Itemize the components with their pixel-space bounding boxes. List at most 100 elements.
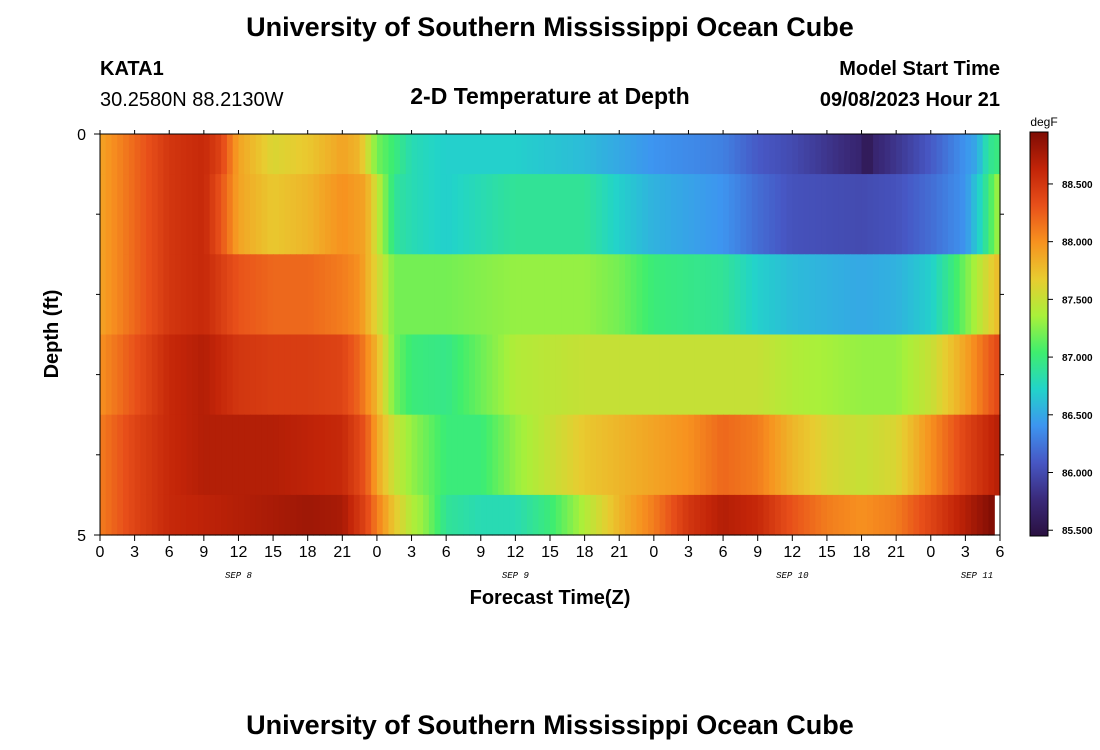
heatmap-cell (694, 494, 701, 536)
heatmap-cell (532, 254, 540, 336)
heatmap-cell (763, 134, 770, 175)
heatmap-cell (930, 414, 938, 496)
heatmap-cell (648, 174, 655, 255)
heatmap-cell (307, 494, 315, 536)
heatmap-cell (186, 254, 193, 336)
heatmap-cell (648, 334, 655, 416)
heatmap-cell (838, 134, 845, 175)
heatmap-cell (192, 334, 199, 416)
heatmap-cell (463, 134, 470, 175)
heatmap-cell (763, 254, 770, 336)
heatmap-cell (423, 494, 430, 536)
heatmap-cell (769, 174, 776, 255)
heatmap-cell (446, 334, 453, 416)
heatmap-cell (336, 494, 343, 536)
heatmap-cell (659, 254, 666, 336)
heatmap-cell (567, 334, 574, 416)
heatmap-cell (913, 174, 920, 255)
heatmap-cell (803, 254, 811, 336)
heatmap-cell (976, 174, 984, 255)
heatmap-cell (463, 494, 470, 536)
heatmap-cell (815, 414, 822, 496)
colorbar-unit: degF (1030, 115, 1057, 129)
heatmap-cell (913, 494, 920, 536)
heatmap-cell (763, 334, 770, 416)
date-label: SEP 9 (502, 571, 530, 581)
heatmap-cell (596, 334, 603, 416)
heatmap-cell (117, 414, 124, 496)
heatmap-cell (388, 414, 395, 496)
heatmap-cell (555, 414, 563, 496)
heatmap-cell (238, 254, 245, 336)
heatmap-cell (688, 334, 695, 416)
heatmap-cell (838, 494, 845, 536)
heatmap-cell (919, 494, 926, 536)
heatmap-cell (682, 494, 690, 536)
heatmap-cell (890, 494, 897, 536)
heatmap-cell (503, 414, 511, 496)
heatmap-cell (942, 254, 949, 336)
heatmap-cell (428, 414, 436, 496)
heatmap-cell (278, 334, 286, 416)
heatmap-cell (400, 254, 407, 336)
heatmap-cell (550, 494, 557, 536)
heatmap-cell (336, 414, 343, 496)
heatmap-cell (446, 254, 453, 336)
x-tick-label: 3 (407, 544, 416, 561)
heatmap-cell (723, 334, 730, 416)
heatmap-cell (607, 134, 615, 175)
heatmap-cell (163, 494, 170, 536)
heatmap-cell (653, 334, 661, 416)
heatmap-cell (498, 174, 505, 255)
heatmap-cell (365, 494, 372, 536)
heatmap-cell (590, 414, 597, 496)
heatmap-cell (400, 174, 407, 255)
heatmap-cell (665, 414, 672, 496)
heatmap-cell (301, 494, 309, 536)
heatmap-cell (388, 174, 395, 255)
heatmap-cell (336, 134, 343, 175)
heatmap-cell (376, 414, 384, 496)
heatmap-cell (446, 414, 453, 496)
heatmap-cell (440, 174, 447, 255)
heatmap-cell (284, 174, 291, 255)
colorbar-tick-label: 88.500 (1062, 180, 1093, 191)
heatmap-cell (105, 494, 113, 536)
heatmap-cell (901, 134, 909, 175)
heatmap-cell (232, 494, 240, 536)
x-tick-label: 0 (96, 544, 105, 561)
heatmap-cell (723, 414, 730, 496)
heatmap-cell (330, 414, 338, 496)
heatmap-cell (169, 174, 176, 255)
heatmap-cell (873, 334, 880, 416)
heatmap-cell (376, 334, 384, 416)
heatmap-cell (953, 174, 961, 255)
heatmap-cell (988, 414, 995, 496)
heatmap-cell (584, 174, 591, 255)
heatmap-cell (596, 254, 603, 336)
heatmap-cell (180, 174, 188, 255)
heatmap-cell (867, 174, 874, 255)
heatmap-cell (169, 334, 176, 416)
heatmap-cell (267, 414, 274, 496)
heatmap-cell (671, 414, 678, 496)
heatmap-cell (267, 134, 274, 175)
heatmap-cell (469, 254, 476, 336)
heatmap-cell (226, 414, 234, 496)
heatmap-cell (561, 414, 568, 496)
heatmap-cell (561, 334, 568, 416)
heatmap-cell (526, 494, 534, 536)
colorbar-tick-label: 86.000 (1062, 469, 1093, 480)
heatmap-cell (163, 174, 170, 255)
heatmap-cell (596, 494, 603, 536)
heatmap-cell (855, 414, 863, 496)
heatmap-cell (751, 414, 759, 496)
heatmap-cell (619, 174, 626, 255)
heatmap-cell (296, 134, 303, 175)
heatmap-cell (428, 254, 436, 336)
heatmap-cell (867, 134, 874, 175)
heatmap-cell (936, 494, 943, 536)
heatmap-cell (365, 414, 372, 496)
heatmap-cell (186, 494, 193, 536)
heatmap-cell (475, 254, 482, 336)
